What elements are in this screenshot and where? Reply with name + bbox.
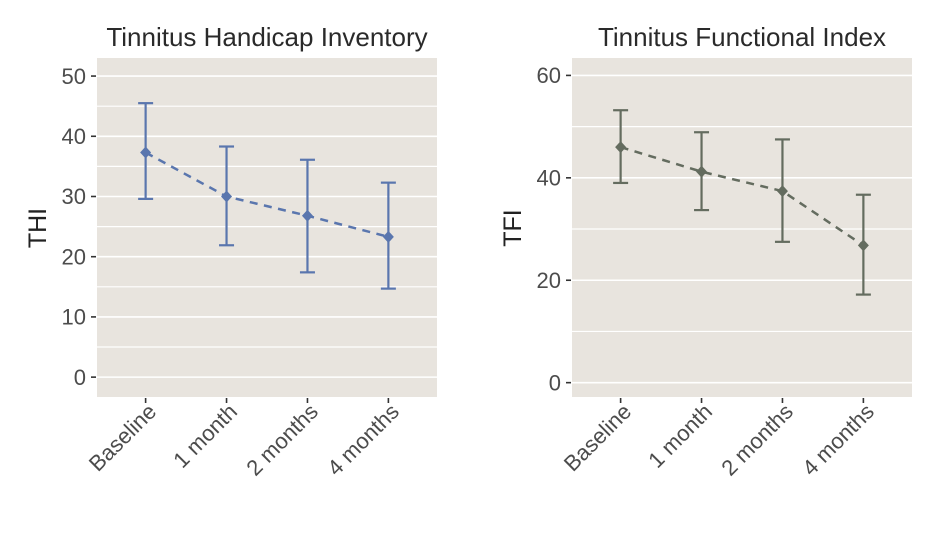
y-tick-label: 0: [549, 370, 561, 395]
y-axis-title-thi: THI: [24, 207, 52, 249]
plot-area-thi: 0 10 20 30 40 50 Baseline 1 month 2 months 4 mont…: [62, 58, 437, 481]
x-tick-label: Baseline: [559, 399, 636, 476]
data-point-marker: [140, 146, 152, 159]
chart-title-tfi: Tinnitus Functional Index: [597, 22, 887, 52]
data-point-marker: [776, 185, 788, 198]
y-tick-label: 10: [62, 305, 86, 330]
y-tick-label: 20: [537, 268, 561, 293]
x-tick-label: 1 month: [168, 399, 242, 473]
y-tick-label: 0: [74, 365, 86, 390]
trend-line: [145, 151, 389, 239]
x-tick-label: 4 months: [322, 399, 404, 481]
chart-thi: 0 10 20 30 40 50 Baseline 1 month 2 months 4 mont…: [24, 22, 437, 481]
data-point-marker: [221, 190, 233, 203]
y-tick-label: 30: [62, 184, 86, 209]
data-point-marker: [857, 239, 869, 252]
data-point-marker: [615, 141, 627, 154]
panel-background: [97, 58, 437, 397]
chart-title-thi: Tinnitus Handicap Inventory: [106, 22, 428, 52]
x-tick-label: 2 months: [241, 399, 323, 481]
data-point-marker: [382, 230, 394, 243]
y-tick-label: 50: [62, 64, 86, 89]
x-tick-label: 2 months: [716, 399, 798, 481]
x-tick-label: 1 month: [643, 399, 717, 473]
data-point-marker: [301, 209, 313, 222]
y-tick-label: 60: [537, 63, 561, 88]
y-axis-title-tfi: TFI: [499, 209, 527, 247]
chart-tfi: 0 20 40 60 Baseline 1 month 2 months 4 months T…: [475, 0, 950, 534]
panel-background: [572, 58, 912, 397]
x-tick-label: Baseline: [84, 399, 161, 476]
y-tick-label: 40: [62, 124, 86, 149]
y-tick-label: 20: [62, 244, 86, 269]
plot-area-tfi: 0 20 40 60 Baseline 1 month 2 months 4 months: [537, 58, 912, 481]
y-tick-label: 40: [537, 166, 561, 191]
data-point-marker: [696, 165, 708, 178]
x-tick-label: 4 months: [797, 399, 879, 481]
